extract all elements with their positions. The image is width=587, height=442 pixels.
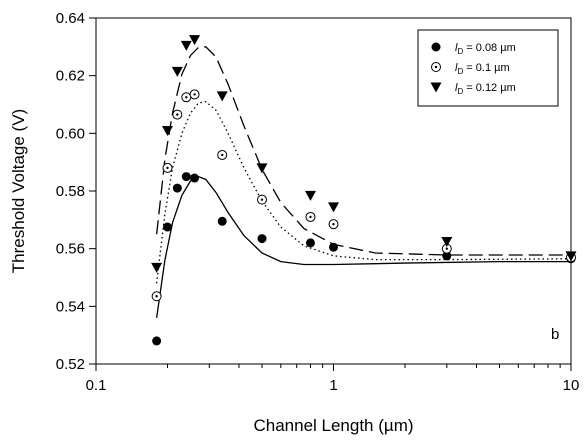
legend-entry: lD = 0.12 µm	[430, 82, 516, 96]
legend-symbol: l	[455, 82, 458, 94]
legend-value: = 0.1 µm	[463, 62, 509, 74]
data-point-series-2	[162, 162, 173, 173]
fit-curve-series-1	[155, 175, 571, 318]
data-point-series-2	[305, 211, 316, 222]
legend-box	[417, 29, 559, 107]
data-point-series-1	[162, 222, 172, 232]
y-tick-label: 0.56	[56, 241, 85, 258]
legend-symbol: l	[455, 42, 458, 54]
data-point-series-1	[181, 172, 191, 182]
data-point-series-1	[217, 216, 227, 226]
data-point-series-1	[442, 251, 452, 261]
y-tick-label: 0.64	[56, 10, 85, 27]
data-point-series-2	[257, 194, 268, 205]
axis-ticks: 0.1 1 10 0.52 0.54 0.56 0.58 0.60 0.62 0.64	[56, 10, 580, 394]
data-point-series-3	[189, 35, 201, 46]
y-tick-label: 0.58	[56, 183, 85, 200]
x-tick-label: 0.1	[86, 377, 107, 394]
legend-entry: lD = 0.1 µm	[431, 62, 510, 76]
fit-curves	[155, 46, 571, 318]
data-point-series-1	[172, 183, 182, 193]
data-point-series-3	[256, 163, 268, 174]
y-tick-label: 0.60	[56, 125, 85, 142]
x-tick-label: 10	[563, 377, 580, 394]
x-tick-label: 1	[329, 377, 337, 394]
data-point-series-3	[216, 91, 228, 102]
data-point-series-2	[217, 149, 228, 160]
fit-curve-series-3	[155, 46, 571, 256]
legend-label: lD = 0.1 µm	[455, 62, 510, 76]
data-point-series-3	[328, 202, 339, 213]
legend-entry: lD = 0.08 µm	[431, 42, 516, 56]
legend-value: = 0.08 µm	[463, 42, 516, 54]
legend-value: = 0.12 µm	[463, 82, 516, 94]
y-tick-label: 0.52	[56, 356, 85, 373]
data-point-series-2	[172, 109, 183, 120]
data-point-series-1	[152, 336, 162, 346]
data-point-series-1	[257, 234, 267, 244]
data-point-series-2	[189, 89, 200, 100]
legend-subscript: D	[457, 47, 463, 56]
legend-marker	[431, 42, 441, 52]
legend-marker	[431, 62, 441, 72]
data-point-series-3	[171, 66, 183, 77]
y-tick-label: 0.62	[56, 68, 85, 85]
legend-label: lD = 0.12 µm	[455, 82, 516, 96]
data-point-series-2	[181, 92, 192, 103]
legend-subscript: D	[457, 67, 463, 76]
legend-label: lD = 0.08 µm	[455, 42, 516, 56]
legend-symbol: l	[455, 62, 458, 74]
data-point-series-2	[328, 219, 339, 230]
data-markers	[151, 35, 577, 346]
panel-letter: b	[551, 326, 559, 343]
fit-curve-series-2	[155, 100, 571, 284]
data-point-series-3	[180, 40, 192, 51]
x-axis-label: Channel Length (µm)	[253, 416, 413, 435]
data-point-series-3	[304, 190, 316, 201]
legend-marker	[430, 82, 442, 93]
data-point-series-1	[329, 242, 338, 252]
data-point-series-3	[161, 125, 173, 136]
y-axis-label: Threshold Voltage (V)	[9, 109, 28, 273]
data-point-series-3	[151, 262, 163, 273]
data-point-series-3	[441, 236, 453, 247]
legend-subscript: D	[457, 87, 463, 96]
data-point-series-2	[151, 291, 162, 302]
y-tick-label: 0.54	[56, 298, 85, 315]
data-point-series-1	[305, 238, 315, 248]
data-point-series-1	[190, 173, 200, 183]
